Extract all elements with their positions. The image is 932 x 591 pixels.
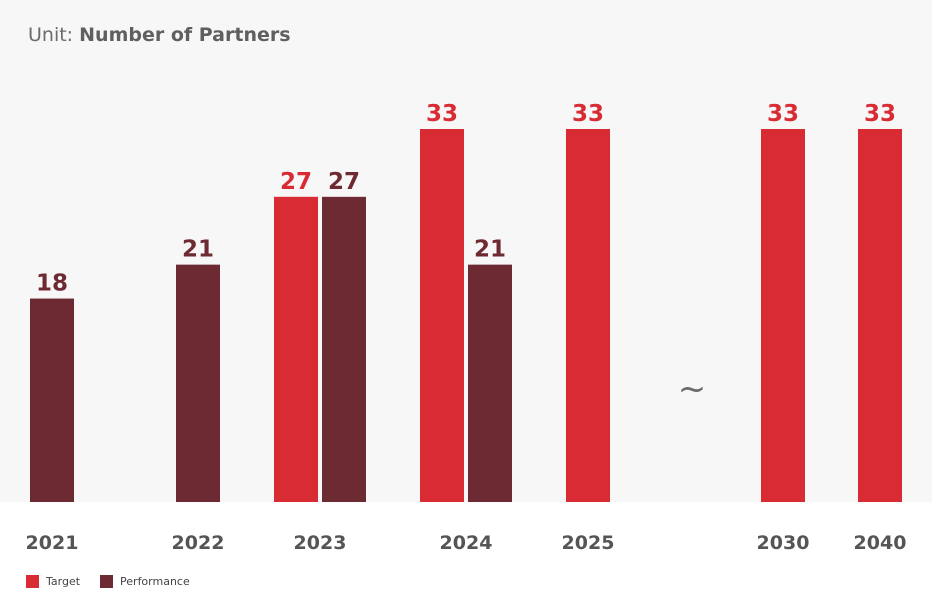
unit-label: Unit: Number of Partners bbox=[28, 24, 291, 46]
legend-swatch-target bbox=[26, 574, 39, 588]
x-tick-label-2025: 2025 bbox=[562, 532, 615, 554]
legend: Target Performance bbox=[26, 573, 210, 589]
value-label-target-2025: 33 bbox=[572, 101, 604, 127]
bar-performance-2023 bbox=[322, 196, 366, 502]
x-tick-label-2023: 2023 bbox=[294, 532, 347, 554]
x-tick-label-2030: 2030 bbox=[757, 532, 810, 554]
value-label-target-2023: 27 bbox=[280, 169, 312, 195]
value-label-performance-2024: 21 bbox=[474, 237, 506, 263]
bar-performance-2021 bbox=[30, 298, 74, 502]
legend-item-target: Target bbox=[26, 574, 81, 588]
x-tick-label-2021: 2021 bbox=[26, 532, 79, 554]
value-label-performance-2022: 21 bbox=[182, 237, 214, 263]
bar-target-2030 bbox=[761, 129, 805, 502]
bar-performance-2024 bbox=[468, 264, 512, 502]
bar-target-2040 bbox=[858, 129, 902, 502]
bar-target-2023 bbox=[274, 196, 318, 502]
x-tick-label-2024: 2024 bbox=[440, 532, 493, 554]
legend-swatch-performance bbox=[100, 574, 114, 588]
x-tick-label-2040: 2040 bbox=[854, 532, 907, 554]
unit-value: Number of Partners bbox=[79, 24, 291, 46]
x-tick-label-2022: 2022 bbox=[172, 532, 225, 554]
value-label-target-2024: 33 bbox=[426, 101, 458, 127]
bar-target-2025 bbox=[566, 129, 610, 502]
unit-prefix: Unit: bbox=[28, 24, 74, 46]
bar-performance-2022 bbox=[176, 264, 220, 502]
axis-break-symbol: ~ bbox=[678, 369, 707, 409]
value-label-performance-2021: 18 bbox=[36, 271, 68, 297]
bar-target-2024 bbox=[420, 129, 464, 502]
legend-item-performance: Performance bbox=[100, 574, 190, 588]
value-label-target-2030: 33 bbox=[767, 101, 799, 127]
bars-layer bbox=[30, 129, 902, 502]
legend-label-performance: Performance bbox=[120, 574, 190, 588]
value-label-performance-2023: 27 bbox=[328, 169, 360, 195]
x-tick-labels-layer: 2021 2022 2023 2024 2025 2030 2040 bbox=[26, 532, 907, 554]
legend-label-target: Target bbox=[46, 574, 81, 588]
value-label-target-2040: 33 bbox=[864, 101, 896, 127]
value-labels-layer: 18 21 27 27 33 21 33 33 33 bbox=[36, 101, 896, 297]
